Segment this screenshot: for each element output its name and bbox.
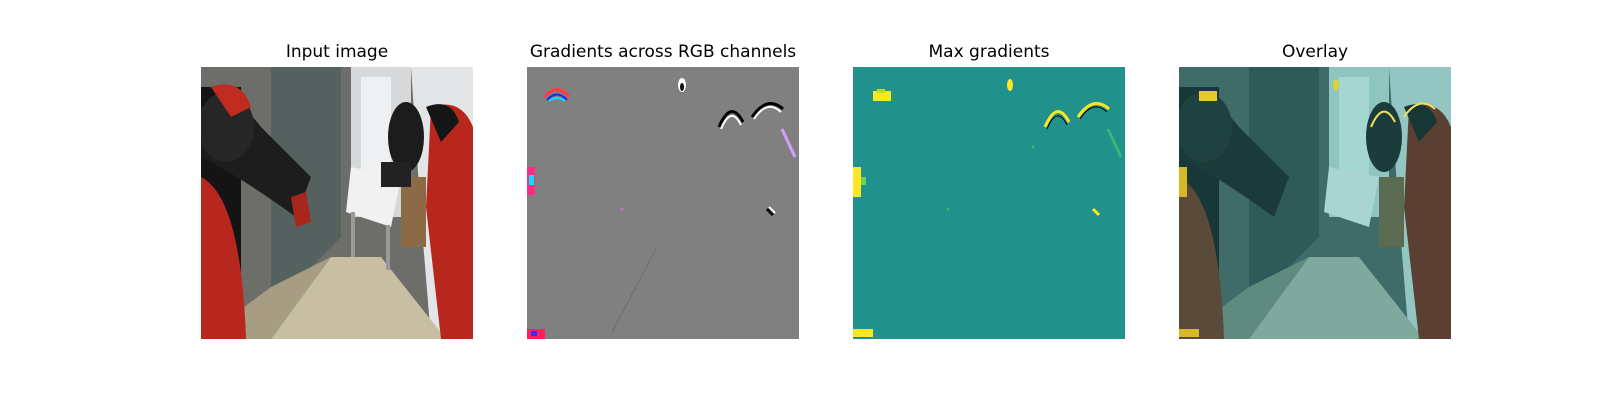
max-gradients-map (853, 67, 1125, 339)
rgb-gradients-map (527, 67, 799, 339)
panel-title: Gradients across RGB channels (529, 42, 797, 62)
rgb-gradients-image (527, 67, 799, 339)
max-gradients-image (853, 67, 1125, 339)
panel-input-image: Input image (201, 0, 473, 400)
panel-title: Overlay (1281, 42, 1349, 62)
overlay-composite (1179, 67, 1451, 339)
overlay-image (1179, 67, 1451, 339)
panel-title: Max gradients (928, 42, 1050, 62)
input-image (201, 67, 473, 339)
input-image-photo (201, 67, 473, 339)
panel-rgb-gradients: Gradients across RGB channels (527, 0, 799, 400)
panel-max-gradients: Max gradients (853, 0, 1125, 400)
panel-overlay: Overlay (1179, 0, 1451, 400)
panel-title: Input image (285, 42, 389, 62)
